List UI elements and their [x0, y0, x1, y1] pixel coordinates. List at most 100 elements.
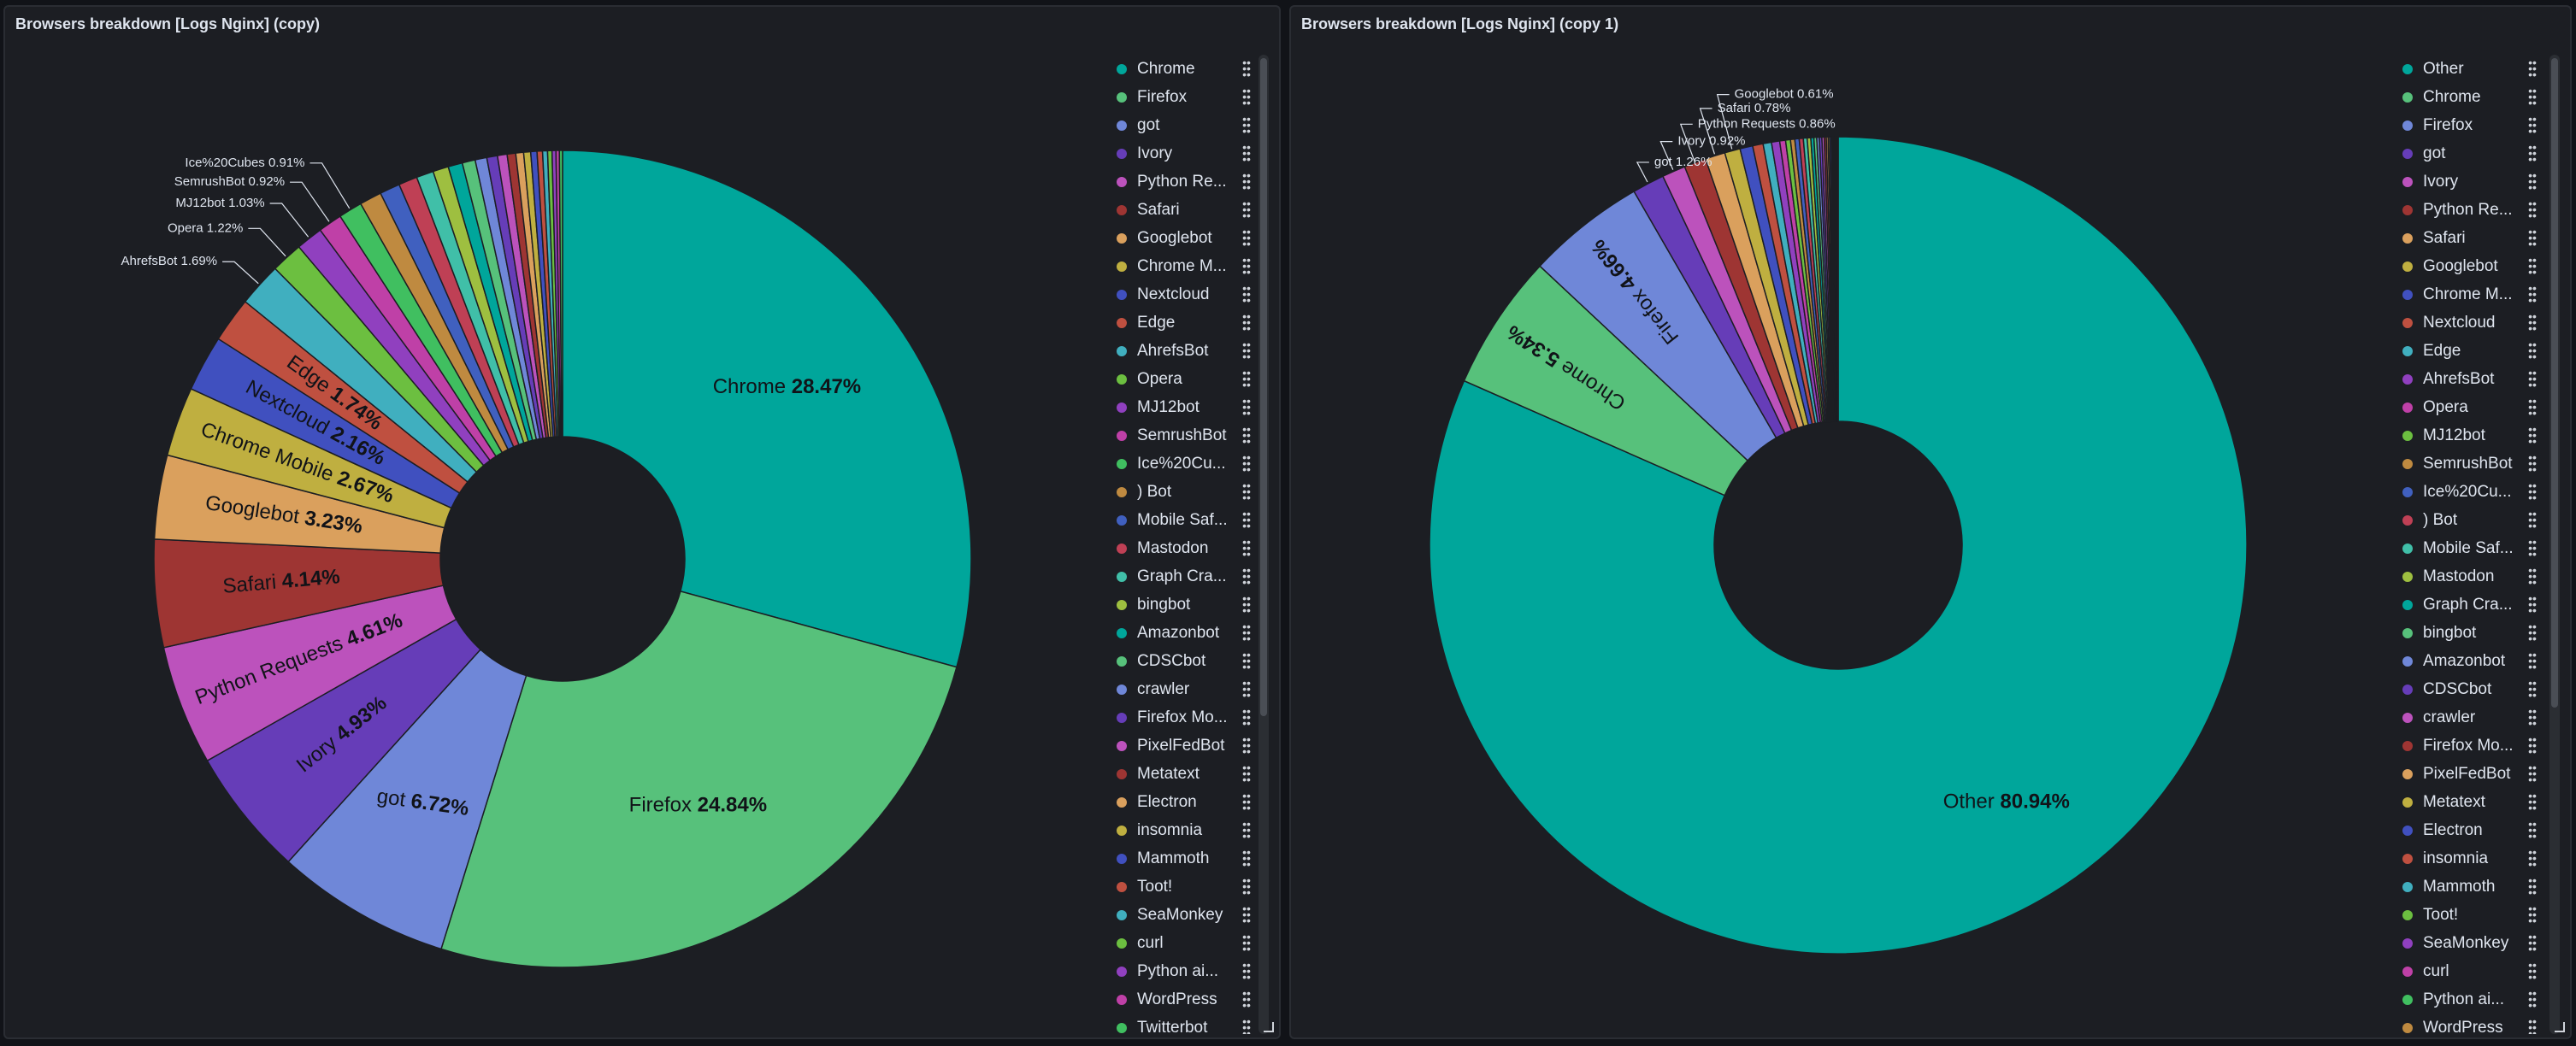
- legend-item-menu-icon[interactable]: •• •• ••: [2528, 394, 2537, 420]
- legend-item-menu-icon[interactable]: •• •• ••: [1242, 873, 1251, 899]
- legend-item-menu-icon[interactable]: •• •• ••: [1242, 84, 1251, 109]
- legend-item-python-ai[interactable]: Python ai... •• •• ••: [2396, 985, 2554, 1014]
- legend-item-edge[interactable]: Edge •• •• ••: [1110, 309, 1268, 337]
- legend-item-menu-icon[interactable]: •• •• ••: [1242, 591, 1251, 617]
- legend-item-menu-icon[interactable]: •• •• ••: [2528, 535, 2537, 561]
- legend-item-menu-icon[interactable]: •• •• ••: [1242, 986, 1251, 1012]
- legend-item-menu-icon[interactable]: •• •• ••: [1242, 253, 1251, 279]
- legend-item-menu-icon[interactable]: •• •• ••: [2528, 450, 2537, 476]
- pie-slice-other[interactable]: [1429, 136, 2248, 955]
- legend-item-menu-icon[interactable]: •• •• ••: [1242, 958, 1251, 984]
- legend-item-menu-icon[interactable]: •• •• ••: [2528, 817, 2537, 843]
- legend-item-mobile-saf[interactable]: Mobile Saf... •• •• ••: [1110, 506, 1268, 534]
- legend-item-curl[interactable]: curl •• •• ••: [2396, 957, 2554, 985]
- legend-item-amazonbot[interactable]: Amazonbot •• •• ••: [1110, 619, 1268, 647]
- legend-item-bingbot[interactable]: bingbot •• •• ••: [1110, 591, 1268, 619]
- legend-item-menu-icon[interactable]: •• •• ••: [2528, 873, 2537, 899]
- legend-item-menu-icon[interactable]: •• •• ••: [1242, 930, 1251, 955]
- legend-item-bot[interactable]: ) Bot •• •• ••: [2396, 506, 2554, 534]
- legend-item-menu-icon[interactable]: •• •• ••: [2528, 648, 2537, 673]
- legend-item-menu-icon[interactable]: •• •• ••: [1242, 620, 1251, 645]
- legend-item-semrushbot[interactable]: SemrushBot •• •• ••: [1110, 421, 1268, 450]
- legend-item-nextcloud[interactable]: Nextcloud •• •• ••: [2396, 309, 2554, 337]
- legend-item-menu-icon[interactable]: •• •• ••: [2528, 168, 2537, 194]
- legend-item-toot[interactable]: Toot! •• •• ••: [2396, 901, 2554, 929]
- legend-item-safari[interactable]: Safari •• •• ••: [2396, 224, 2554, 252]
- legend-item-cdscbot[interactable]: CDSCbot •• •• ••: [1110, 647, 1268, 675]
- legend-item-mammoth[interactable]: Mammoth •• •• ••: [2396, 873, 2554, 901]
- legend-item-python-ai[interactable]: Python ai... •• •• ••: [1110, 957, 1268, 985]
- legend-item-menu-icon[interactable]: •• •• ••: [2528, 479, 2537, 504]
- legend-item-electron[interactable]: Electron •• •• ••: [1110, 788, 1268, 816]
- legend-item-menu-icon[interactable]: •• •• ••: [2528, 84, 2537, 109]
- legend-item-menu-icon[interactable]: •• •• ••: [2528, 338, 2537, 363]
- legend-item-menu-icon[interactable]: •• •• ••: [1242, 366, 1251, 391]
- legend-item-ivory[interactable]: Ivory •• •• ••: [2396, 167, 2554, 196]
- legend-item-menu-icon[interactable]: •• •• ••: [1242, 450, 1251, 476]
- legend-item-menu-icon[interactable]: •• •• ••: [2528, 563, 2537, 589]
- legend-item-graph-cra[interactable]: Graph Cra... •• •• ••: [1110, 562, 1268, 591]
- legend-item-cdscbot[interactable]: CDSCbot •• •• ••: [2396, 675, 2554, 703]
- legend-item-got[interactable]: got •• •• ••: [2396, 139, 2554, 167]
- legend-item-menu-icon[interactable]: •• •• ••: [2528, 112, 2537, 138]
- legend-item-menu-icon[interactable]: •• •• ••: [1242, 732, 1251, 758]
- legend-item-ice-20cu[interactable]: Ice%20Cu... •• •• ••: [2396, 478, 2554, 506]
- pie-slice-twitterbot[interactable]: [558, 150, 563, 438]
- legend-item-got[interactable]: got •• •• ••: [1110, 111, 1268, 139]
- legend-item-chrome[interactable]: Chrome •• •• ••: [1110, 55, 1268, 83]
- legend-item-menu-icon[interactable]: •• •• ••: [2528, 281, 2537, 307]
- legend-item-ahrefsbot[interactable]: AhrefsBot •• •• ••: [2396, 365, 2554, 393]
- legend-item-firefox-mo[interactable]: Firefox Mo... •• •• ••: [2396, 732, 2554, 760]
- resize-handle[interactable]: [1264, 1022, 1274, 1032]
- legend-item-python-re[interactable]: Python Re... •• •• ••: [1110, 167, 1268, 196]
- legend-item-menu-icon[interactable]: •• •• ••: [2528, 591, 2537, 617]
- legend-item-menu-icon[interactable]: •• •• ••: [2528, 958, 2537, 984]
- legend-item-metatext[interactable]: Metatext •• •• ••: [1110, 760, 1268, 788]
- legend-scrollbar[interactable]: [2549, 55, 2560, 1034]
- pie-slice-got[interactable]: [287, 648, 528, 950]
- legend-item-menu-icon[interactable]: •• •• ••: [2528, 197, 2537, 222]
- legend-item-menu-icon[interactable]: •• •• ••: [1242, 535, 1251, 561]
- legend-item-mastodon[interactable]: Mastodon •• •• ••: [2396, 562, 2554, 591]
- legend-item-semrushbot[interactable]: SemrushBot •• •• ••: [2396, 450, 2554, 478]
- legend-item-nextcloud[interactable]: Nextcloud •• •• ••: [1110, 280, 1268, 309]
- legend-item-menu-icon[interactable]: •• •• ••: [2528, 366, 2537, 391]
- legend-item-mj12bot[interactable]: MJ12bot •• •• ••: [2396, 421, 2554, 450]
- legend-item-menu-icon[interactable]: •• •• ••: [2528, 253, 2537, 279]
- legend-item-menu-icon[interactable]: •• •• ••: [2528, 761, 2537, 786]
- legend-item-menu-icon[interactable]: •• •• ••: [1242, 338, 1251, 363]
- legend-item-menu-icon[interactable]: •• •• ••: [2528, 422, 2537, 448]
- legend-item-crawler[interactable]: crawler •• •• ••: [1110, 675, 1268, 703]
- legend-item-menu-icon[interactable]: •• •• ••: [2528, 789, 2537, 814]
- legend-item-firefox-mo[interactable]: Firefox Mo... •• •• ••: [1110, 703, 1268, 732]
- legend-item-menu-icon[interactable]: •• •• ••: [1242, 422, 1251, 448]
- legend-item-graph-cra[interactable]: Graph Cra... •• •• ••: [2396, 591, 2554, 619]
- legend-item-menu-icon[interactable]: •• •• ••: [2528, 845, 2537, 871]
- legend-item-mastodon[interactable]: Mastodon •• •• ••: [1110, 534, 1268, 562]
- legend-item-firefox[interactable]: Firefox •• •• ••: [2396, 111, 2554, 139]
- legend-item-menu-icon[interactable]: •• •• ••: [2528, 507, 2537, 532]
- legend-item-twitterbot[interactable]: Twitterbot •• •• ••: [1110, 1014, 1268, 1034]
- legend-item-wordpress[interactable]: WordPress •• •• ••: [2396, 1014, 2554, 1034]
- legend-item-menu-icon[interactable]: •• •• ••: [1242, 1014, 1251, 1034]
- legend-item-insomnia[interactable]: insomnia •• •• ••: [1110, 816, 1268, 844]
- legend-item-metatext[interactable]: Metatext •• •• ••: [2396, 788, 2554, 816]
- legend-item-other[interactable]: Other •• •• ••: [2396, 55, 2554, 83]
- legend-item-menu-icon[interactable]: •• •• ••: [1242, 704, 1251, 730]
- legend-item-menu-icon[interactable]: •• •• ••: [1242, 309, 1251, 335]
- legend-item-menu-icon[interactable]: •• •• ••: [2528, 140, 2537, 166]
- legend-item-ice-20cu[interactable]: Ice%20Cu... •• •• ••: [1110, 450, 1268, 478]
- legend-item-chrome[interactable]: Chrome •• •• ••: [2396, 83, 2554, 111]
- legend-item-ahrefsbot[interactable]: AhrefsBot •• •• ••: [1110, 337, 1268, 365]
- pie-slice-chrome[interactable]: [562, 150, 972, 668]
- legend-item-seamonkey[interactable]: SeaMonkey •• •• ••: [2396, 929, 2554, 957]
- legend-item-python-re[interactable]: Python Re... •• •• ••: [2396, 196, 2554, 224]
- legend-item-bot[interactable]: ) Bot •• •• ••: [1110, 478, 1268, 506]
- legend-item-menu-icon[interactable]: •• •• ••: [1242, 676, 1251, 702]
- legend-item-menu-icon[interactable]: •• •• ••: [1242, 507, 1251, 532]
- legend-item-menu-icon[interactable]: •• •• ••: [1242, 761, 1251, 786]
- legend-item-menu-icon[interactable]: •• •• ••: [1242, 394, 1251, 420]
- legend-item-menu-icon[interactable]: •• •• ••: [2528, 225, 2537, 250]
- legend-item-insomnia[interactable]: insomnia •• •• ••: [2396, 844, 2554, 873]
- legend-item-opera[interactable]: Opera •• •• ••: [1110, 365, 1268, 393]
